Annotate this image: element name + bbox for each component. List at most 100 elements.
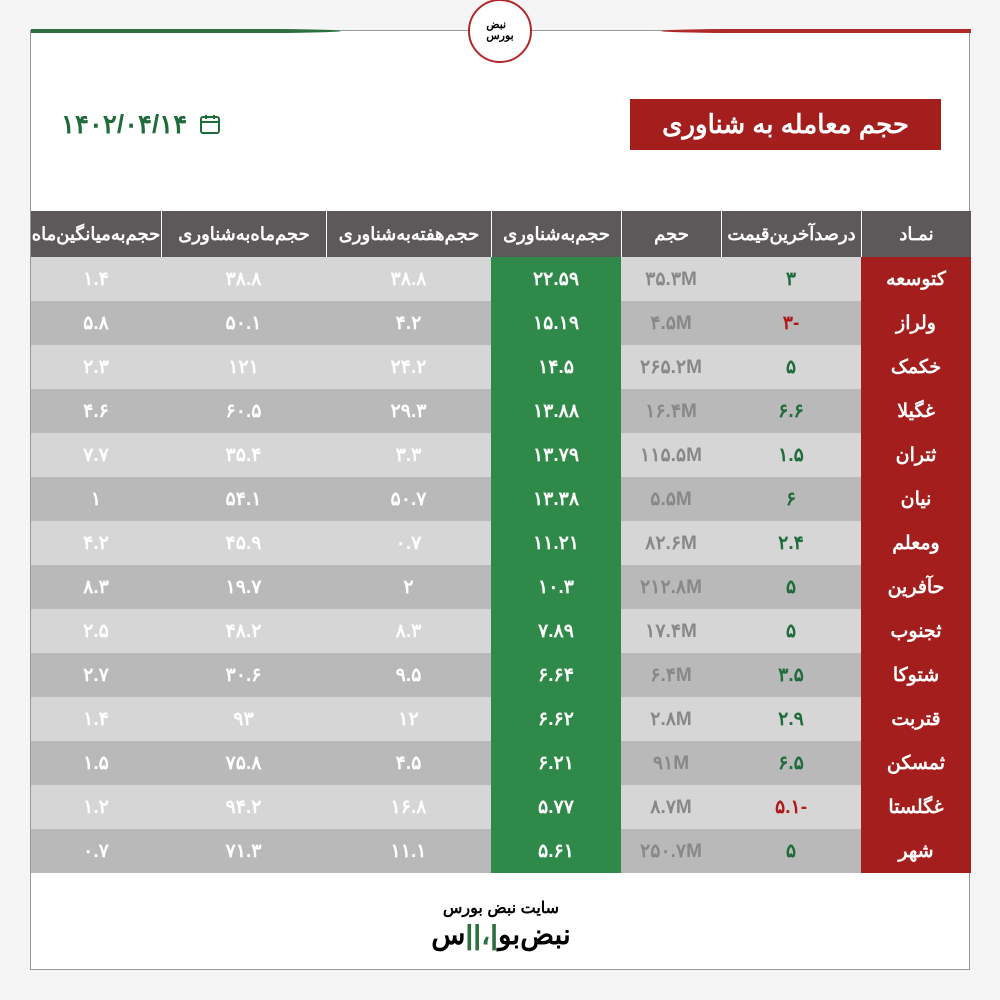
table-row: شتوکا۳.۵۶.۴M۶.۶۴۹.۵۳۰.۶۲.۷: [31, 653, 971, 697]
cell-avg: ۲.۵: [31, 609, 161, 653]
cell-float: ۱۳.۳۸: [491, 477, 621, 521]
cell-week: ۹.۵: [326, 653, 491, 697]
table-row: ثمسکن۶.۵۹۱M۶.۲۱۴.۵۷۵.۸۱.۵: [31, 741, 971, 785]
cell-avg: ۴.۲: [31, 521, 161, 565]
cell-pct: -۳: [721, 301, 861, 345]
table-row: حآفرین۵۲۱۲.۸M۱۰.۳۲۱۹.۷۸.۳: [31, 565, 971, 609]
cell-avg: ۱.۴: [31, 697, 161, 741]
cell-month: ۱۲۱: [161, 345, 326, 389]
date-text: ۱۴۰۲/۰۴/۱۴: [61, 109, 187, 140]
cell-float: ۵.۶۱: [491, 829, 621, 873]
cell-avg: ۲.۷: [31, 653, 161, 697]
cell-symbol: غگلستا: [861, 785, 971, 829]
table-row: ولراز-۳۴.۵M۱۵.۱۹۴.۲۵۰.۱۵.۸: [31, 301, 971, 345]
cell-pct: ۵: [721, 829, 861, 873]
footer-brand: نبض‌بو|،||س: [31, 918, 971, 951]
cell-float: ۲۲.۵۹: [491, 257, 621, 301]
cell-month: ۶۰.۵: [161, 389, 326, 433]
cell-week: ۴.۵: [326, 741, 491, 785]
cell-week: ۱۶.۸: [326, 785, 491, 829]
cell-symbol: شتوکا: [861, 653, 971, 697]
cell-float: ۱۰.۳: [491, 565, 621, 609]
cell-week: ۱۱.۱: [326, 829, 491, 873]
cell-float: ۶.۶۴: [491, 653, 621, 697]
cell-float: ۱۱.۲۱: [491, 521, 621, 565]
table-row: ثتران۱.۵۱۱۵.۵M۱۳.۷۹۳.۳۳۵.۴۷.۷: [31, 433, 971, 477]
cell-vol: ۱۱۵.۵M: [621, 433, 721, 477]
cell-symbol: ثجنوب: [861, 609, 971, 653]
cell-month: ۷۱.۳: [161, 829, 326, 873]
table-row: ومعلم۲.۴۸۲.۶M۱۱.۲۱۰.۷۴۵.۹۴.۲: [31, 521, 971, 565]
cell-pct: ۳: [721, 257, 861, 301]
cell-week: ۲: [326, 565, 491, 609]
table-row: غگیلا۶.۶۱۶.۴M۱۳.۸۸۲۹.۳۶۰.۵۴.۶: [31, 389, 971, 433]
cell-float: ۶.۲۱: [491, 741, 621, 785]
table-row: خکمک۵۲۶۵.۲M۱۴.۵۲۴.۲۱۲۱۲.۳: [31, 345, 971, 389]
cell-pct: ۶.۵: [721, 741, 861, 785]
cell-pct: ۶: [721, 477, 861, 521]
cell-avg: ۱.۲: [31, 785, 161, 829]
cell-week: ۲۹.۳: [326, 389, 491, 433]
cell-week: ۲۴.۲: [326, 345, 491, 389]
cell-month: ۴۸.۲: [161, 609, 326, 653]
cell-avg: ۴.۶: [31, 389, 161, 433]
cell-avg: ۷.۷: [31, 433, 161, 477]
cell-vol: ۲۱۲.۸M: [621, 565, 721, 609]
cell-month: ۵۴.۱: [161, 477, 326, 521]
cell-float: ۱۳.۷۹: [491, 433, 621, 477]
cell-symbol: ثتران: [861, 433, 971, 477]
cell-month: ۳۵.۴: [161, 433, 326, 477]
cell-vol: ۱۶.۴M: [621, 389, 721, 433]
cell-avg: ۱: [31, 477, 161, 521]
cell-vol: ۱۷.۴M: [621, 609, 721, 653]
cell-pct: ۵: [721, 609, 861, 653]
cell-symbol: ومعلم: [861, 521, 971, 565]
cell-float: ۱۳.۸۸: [491, 389, 621, 433]
date-box: ۱۴۰۲/۰۴/۱۴: [61, 109, 223, 140]
cell-week: ۰.۷: [326, 521, 491, 565]
table-body: کتوسعه۳۳۵.۳M۲۲.۵۹۳۸.۸۳۸.۸۱.۴ولراز-۳۴.۵M۱…: [31, 257, 971, 873]
cell-month: ۹۳: [161, 697, 326, 741]
data-table: نمـاددرصدآخرین‌قیمتحجمحجم‌به‌شناوریحجم‌ه…: [31, 211, 971, 873]
cell-symbol: قتربت: [861, 697, 971, 741]
cell-vol: ۲۵۰.۷M: [621, 829, 721, 873]
cell-pct: ۶.۶: [721, 389, 861, 433]
cell-month: ۵۰.۱: [161, 301, 326, 345]
cell-float: ۵.۷۷: [491, 785, 621, 829]
cell-avg: ۱.۴: [31, 257, 161, 301]
table-header: نمـاددرصدآخرین‌قیمتحجمحجم‌به‌شناوریحجم‌ه…: [31, 211, 971, 257]
table-row: کتوسعه۳۳۵.۳M۲۲.۵۹۳۸.۸۳۸.۸۱.۴: [31, 257, 971, 301]
page-title: حجم معامله به شناوری: [630, 99, 941, 150]
cell-symbol: کتوسعه: [861, 257, 971, 301]
cell-avg: ۵.۸: [31, 301, 161, 345]
cell-pct: ۱.۵: [721, 433, 861, 477]
cell-symbol: ثمسکن: [861, 741, 971, 785]
cell-week: ۸.۳: [326, 609, 491, 653]
cell-symbol: حآفرین: [861, 565, 971, 609]
footer: سایت نبض بورس نبض‌بو|،||س: [31, 898, 971, 951]
cell-vol: ۶.۴M: [621, 653, 721, 697]
cell-float: ۱۴.۵: [491, 345, 621, 389]
cell-month: ۹۴.۲: [161, 785, 326, 829]
cell-vol: ۲۶۵.۲M: [621, 345, 721, 389]
cell-month: ۴۵.۹: [161, 521, 326, 565]
table-row: قتربت۲.۹۲.۸M۶.۶۲۱۲۹۳۱.۴: [31, 697, 971, 741]
cell-pct: -۵.۱: [721, 785, 861, 829]
cell-symbol: خکمک: [861, 345, 971, 389]
cell-vol: ۳۵.۳M: [621, 257, 721, 301]
cell-vol: ۲.۸M: [621, 697, 721, 741]
cell-month: ۱۹.۷: [161, 565, 326, 609]
cell-month: ۳۰.۶: [161, 653, 326, 697]
page: نبضبورس حجم معامله به شناوری ۱۴۰۲/۰۴/۱۴ …: [0, 0, 1000, 1000]
col-header: حجم‌به‌میانگین‌ماه: [31, 211, 161, 257]
cell-pct: ۵: [721, 345, 861, 389]
cell-symbol: نیان: [861, 477, 971, 521]
cell-pct: ۲.۴: [721, 521, 861, 565]
cell-vol: ۹۱M: [621, 741, 721, 785]
cell-vol: ۸.۷M: [621, 785, 721, 829]
col-header: حجم‌به‌شناوری: [491, 211, 621, 257]
cell-month: ۳۸.۸: [161, 257, 326, 301]
logo-top: نبضبورس: [468, 0, 532, 63]
table-row: شهر۵۲۵۰.۷M۵.۶۱۱۱.۱۷۱.۳۰.۷: [31, 829, 971, 873]
table-row: نیان۶۵.۵M۱۳.۳۸۵۰.۷۵۴.۱۱: [31, 477, 971, 521]
